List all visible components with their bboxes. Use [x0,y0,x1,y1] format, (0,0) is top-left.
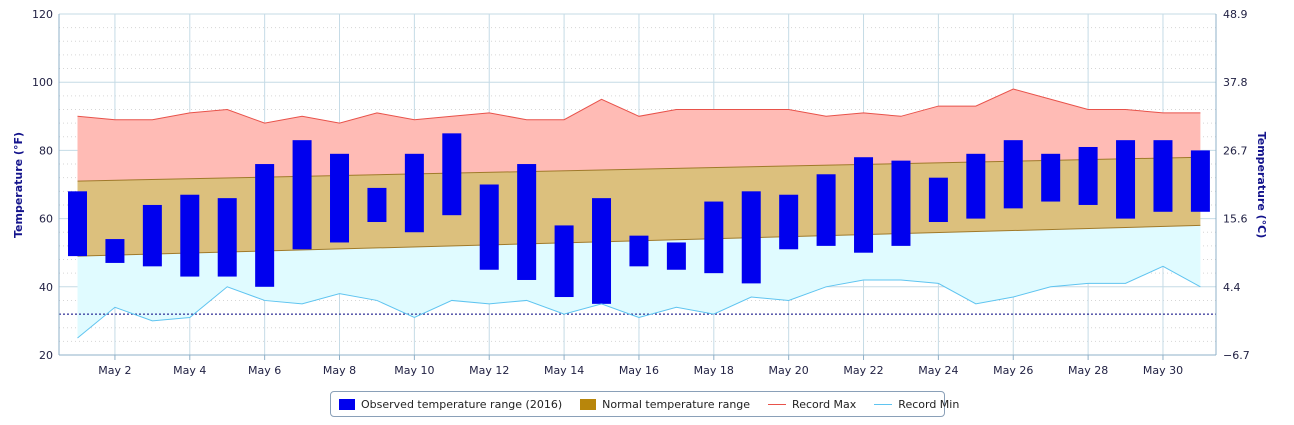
observed-range-bar [854,157,874,253]
observed-range-bar [180,194,200,277]
x-tick-label: May 28 [1068,364,1108,377]
bar-layer [68,133,1210,304]
observed-range-bar [928,177,948,223]
observed-range-bar [1153,140,1173,212]
y-left-tick-label: 100 [32,76,53,89]
observed-range-bar [517,164,537,280]
observed-range-bar [217,198,237,277]
record-min-area [77,225,1201,338]
normal-range-band [77,157,1201,257]
x-tick-label: May 4 [173,364,206,377]
record-max-area [77,89,1201,182]
observed-range-bar [367,187,387,223]
observed-range-bar [142,204,162,267]
observed-range-bar [1116,140,1136,219]
legend-label-record-max: Record Max [792,397,857,411]
legend-item-observed[interactable]: Observed temperature range (2016) [339,398,562,411]
observed-range-bar [779,194,799,250]
y-left-tick-label: 20 [39,349,53,362]
y-right-tick-label: 15.6 [1223,213,1248,226]
observed-range-bar [741,191,761,284]
y-axis-left-title: Temperature (°F) [12,132,25,238]
y-right-tick-label: −6.7 [1223,349,1250,362]
observed-range-bar [404,153,424,233]
legend-label-record-min: Record Min [898,397,960,411]
observed-range-bar [704,201,724,274]
observed-range-bar [442,133,462,216]
legend-item-record-max[interactable]: Record Max [768,398,856,411]
temperature-chart: 20 40 60 80 100 120 −6.7 4.4 15.6 26.7 37.8 48.9 May… [12,8,1268,377]
record-max-swatch [768,403,787,405]
observed-range-bar [292,140,312,250]
y-right-tick-label: 37.8 [1223,76,1248,89]
normal-swatch [580,398,597,410]
y-left-tick-label: 80 [39,144,53,157]
x-tick-label: May 20 [769,364,809,377]
x-tick-label: May 18 [694,364,734,377]
observed-range-bar [592,198,612,304]
x-tick-label: May 12 [469,364,509,377]
x-tick-label: May 16 [619,364,659,377]
x-tick-label: May 24 [918,364,958,377]
y-left-tick-label: 60 [39,213,53,226]
observed-range-bar [666,242,686,270]
x-tick-label: May 30 [1143,364,1183,377]
observed-range-bar [330,153,350,243]
legend-label-normal: Normal temperature range [602,397,751,411]
observed-swatch [339,398,355,410]
record-max-line [77,88,1201,124]
legend-item-normal[interactable]: Normal temperature range [580,398,750,411]
legend-label-observed: Observed temperature range (2016) [361,397,563,411]
observed-range-bar [816,174,836,246]
x-tick-label: May 26 [993,364,1033,377]
record-min-swatch [874,403,893,405]
observed-range-bar [1078,146,1098,205]
x-tick-label: May 22 [843,364,883,377]
observed-range-bar [1041,153,1061,202]
observed-range-bar [966,153,986,219]
record-min-line [77,265,1201,339]
observed-range-bar [1003,140,1023,209]
y-right-tick-label: 48.9 [1223,8,1248,21]
y-right-tick-label: 26.7 [1223,144,1248,157]
axes: 20 40 60 80 100 120 −6.7 4.4 15.6 26.7 37.8 48.9 May… [32,8,1250,377]
observed-range-bar [554,225,574,298]
observed-range-bar [255,164,275,287]
observed-range-bar [479,184,499,270]
legend: Observed temperature range (2016) Normal… [330,391,959,417]
x-tick-label: May 14 [544,364,584,377]
x-tick-label: May 10 [394,364,434,377]
y-left-tick-label: 120 [32,8,53,21]
observed-range-bar [1190,150,1210,212]
x-tick-label: May 2 [98,364,131,377]
x-tick-label: May 6 [248,364,281,377]
x-tick-label: May 8 [323,364,356,377]
observed-range-bar [68,191,87,257]
y-left-tick-label: 40 [39,281,53,294]
observed-range-bar [629,235,649,267]
line-layer [59,88,1216,339]
y-right-tick-label: 4.4 [1223,281,1241,294]
legend-item-record-min[interactable]: Record Min [874,398,959,411]
observed-range-bar [105,239,125,263]
area-layer [77,89,1201,338]
observed-range-bar [891,160,911,246]
y-axis-right-title: Temperature (°C) [1255,132,1268,239]
